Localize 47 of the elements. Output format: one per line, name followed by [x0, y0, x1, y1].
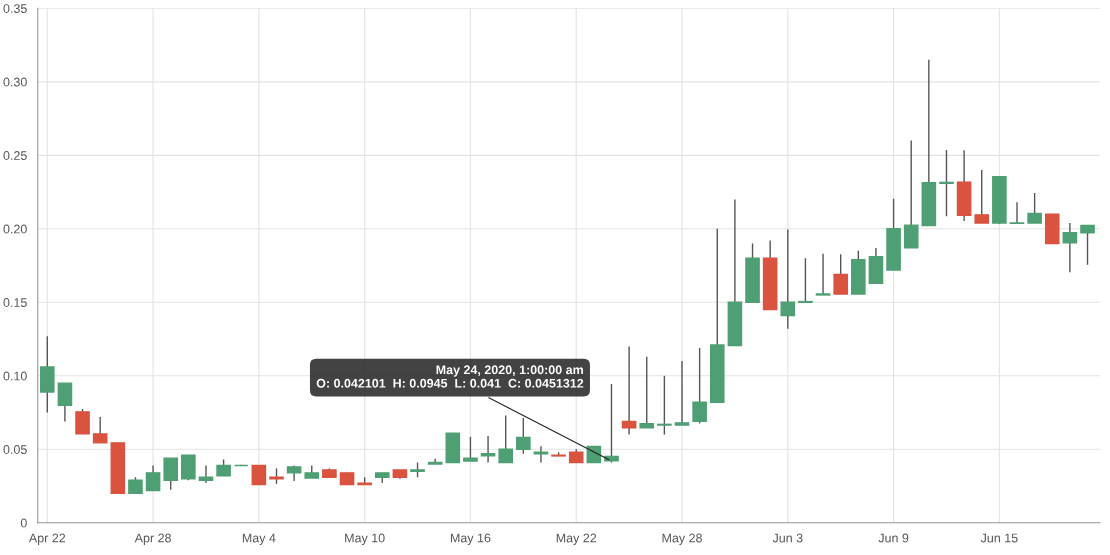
candlestick — [92, 416, 108, 444]
candlestick — [1009, 201, 1025, 224]
candlestick — [657, 375, 672, 436]
candlestick — [498, 414, 514, 464]
candlestick — [939, 149, 954, 217]
y-tick-label: 0.20 — [3, 224, 27, 234]
x-tick-label: Jun 15 — [980, 533, 1018, 543]
candlestick — [974, 169, 990, 224]
candlestick — [815, 253, 831, 296]
y-tick-label: 0.05 — [3, 445, 27, 454]
candlestick — [57, 382, 73, 423]
x-tick-label: May 28 — [662, 533, 702, 545]
candlestick — [1080, 224, 1095, 266]
x-tick-label: May 16 — [450, 533, 491, 545]
candlestick — [516, 417, 531, 455]
candlestick — [463, 436, 478, 462]
candlestick — [780, 228, 796, 330]
x-tick-label: May 4 — [242, 533, 276, 545]
y-tick-label: 0 — [20, 518, 27, 528]
x-tick-label: Apr 22 — [28, 533, 66, 545]
candlestick — [604, 383, 619, 464]
candlestick — [145, 464, 161, 492]
candlestick — [674, 360, 690, 426]
candlestick — [251, 464, 267, 486]
candlestick — [692, 347, 707, 425]
candlestick — [480, 435, 496, 464]
candlestick — [1027, 192, 1042, 224]
y-tick-label: 0.35 — [3, 4, 27, 13]
candlestick — [798, 257, 813, 304]
candlestick — [639, 356, 655, 429]
y-tick-label: 0.30 — [3, 77, 27, 87]
x-tick-label: Jun 9 — [878, 533, 909, 543]
candlestick — [163, 457, 179, 491]
y-tick-label: 0.10 — [3, 371, 27, 381]
candlestick — [833, 253, 848, 295]
candlestick — [181, 454, 196, 481]
x-tick-label: Jun 3 — [772, 533, 803, 543]
x-tick-label: May 10 — [345, 533, 385, 545]
y-tick-label: 0.15 — [3, 298, 27, 307]
candlestick — [903, 139, 919, 249]
candlestick — [1062, 222, 1078, 273]
candlestick — [198, 464, 214, 484]
candlestick — [75, 408, 90, 435]
annotation: May 24, 2020, 1:00:00 am O: 0.042101 H: 0.0945 L: 0.041 C: 0.0451312 — [316, 365, 584, 388]
x-tick-label: Apr 28 — [134, 533, 171, 545]
y-tick-label: 0.25 — [3, 151, 27, 160]
x-tick-label: May 22 — [556, 533, 597, 545]
